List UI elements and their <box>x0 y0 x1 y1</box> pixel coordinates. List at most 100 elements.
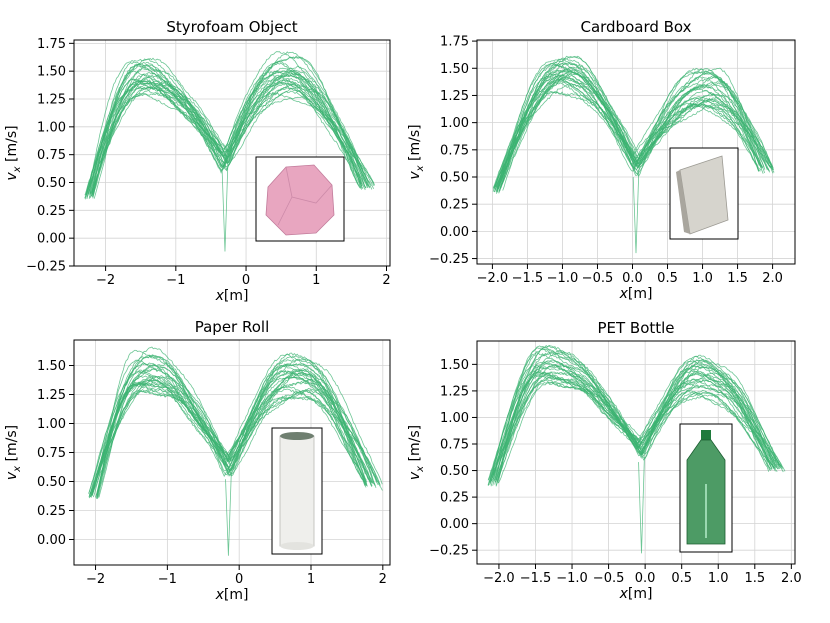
y-tick-label: 0.75 <box>440 438 469 453</box>
trace-line <box>488 364 783 480</box>
bottle-cap <box>701 430 711 440</box>
x-axis-label-var: x <box>215 288 225 304</box>
inset-bottle <box>679 423 733 553</box>
panel-cardboard-box: −2.0 −1.5 −1.0 −0.5 0.0 0.5 1.0 1.5 2.0 −0.25 0.00… <box>407 18 796 302</box>
trace-line <box>498 67 764 194</box>
x-axis-label: x[m] <box>215 587 249 603</box>
trace-outlier <box>221 165 229 252</box>
trace-line <box>91 69 368 196</box>
x-axis-label: x[m] <box>619 286 653 302</box>
x-tick-label: 1.5 <box>727 271 748 286</box>
trace-line <box>495 380 781 486</box>
y-tick-label: 0.75 <box>37 148 66 163</box>
x-tick-label: 1.0 <box>708 571 729 586</box>
trace-line <box>497 345 775 481</box>
plot-frame <box>73 39 391 267</box>
panel-title: Cardboard Box <box>580 18 691 36</box>
y-tick-label: 0.50 <box>440 464 469 479</box>
y-axis-label-var: v <box>4 471 20 480</box>
y-tick-label: 0.25 <box>440 198 469 213</box>
panel-title: Styrofoam Object <box>166 18 297 36</box>
panel-pet-bottle: −2.0 −1.5 −1.0 −0.5 0.0 0.5 1.0 1.5 2.0 −0.25 0.00… <box>407 319 802 602</box>
x-tick-label: 2.0 <box>781 571 802 586</box>
x-tick-label: −2 <box>96 273 115 288</box>
trace-outlier <box>638 456 645 554</box>
x-axis-label-unit: [m] <box>628 286 653 302</box>
y-axis-label-unit: [m/s] <box>4 125 20 166</box>
y-axis-label-unit: [m/s] <box>407 124 423 165</box>
x-tick-label: 2 <box>379 572 387 587</box>
x-axis-label-unit: [m] <box>628 586 653 602</box>
trace-outlier <box>225 473 232 556</box>
trace-line <box>493 58 765 190</box>
x-tick-label: 2 <box>382 273 390 288</box>
traces <box>487 344 786 554</box>
x-tick-label: −2.0 <box>477 271 509 286</box>
y-tick-label: 0.00 <box>440 517 469 532</box>
y-tick-label: 1.25 <box>440 89 469 104</box>
y-tick-label: −0.25 <box>26 260 66 275</box>
trace-line <box>495 359 776 482</box>
y-tick-label: 1.50 <box>37 65 66 80</box>
roll-top <box>280 432 314 440</box>
trace-line <box>497 69 770 188</box>
panel-styrofoam-object: −2 −1 0 1 2 −0.25 0.00 0.25 0.50 0.75 1.00 1.25 1.50… <box>4 18 391 304</box>
trace-line <box>91 73 371 198</box>
trace-line <box>97 349 367 498</box>
y-tick-label: 1.00 <box>440 411 469 426</box>
x-tick-label: −2 <box>86 572 105 587</box>
trace-line <box>91 355 383 496</box>
trace-line <box>498 382 779 484</box>
box-front <box>679 155 729 235</box>
x-tick-label: −1 <box>166 273 185 288</box>
x-axis-label-var: x <box>619 286 629 302</box>
y-tick-label: 0.25 <box>37 204 66 219</box>
y-tick-label: 0.50 <box>37 176 66 191</box>
y-axis-label-sub: x <box>415 165 426 172</box>
y-axis-label-unit: [m/s] <box>407 425 423 466</box>
x-tick-label: 0.5 <box>671 571 692 586</box>
trace-line <box>91 364 383 496</box>
panel-title: Paper Roll <box>195 318 270 336</box>
x-tick-label: −1 <box>158 572 177 587</box>
x-axis-label-var: x <box>619 586 629 602</box>
x-axis-label: x[m] <box>215 288 249 304</box>
y-tick-label: 0.50 <box>37 475 66 490</box>
y-tick-label: 1.50 <box>440 62 469 77</box>
traces <box>492 55 775 254</box>
x-tick-label: −0.5 <box>582 271 614 286</box>
y-tick-label: 0.00 <box>37 533 66 548</box>
trace-line <box>497 74 762 189</box>
y-axis-label: vx [m/s] <box>407 124 426 179</box>
roll-bottom <box>280 542 314 550</box>
trace-line <box>98 382 367 498</box>
trace-line <box>494 62 759 188</box>
trace-line <box>86 70 369 199</box>
y-tick-label: 0.00 <box>440 225 469 240</box>
y-tick-label: 1.75 <box>440 35 469 50</box>
x-axis-label-unit: [m] <box>224 288 249 304</box>
x-tick-label: −1.5 <box>512 271 544 286</box>
x-axis-label: x[m] <box>619 586 653 602</box>
y-tick-label: 0.00 <box>37 232 66 247</box>
styrofoam-shape <box>265 164 335 236</box>
x-axis-label-unit: [m] <box>224 587 249 603</box>
y-axis-label-sub: x <box>12 166 23 173</box>
y-tick-label: 0.25 <box>440 491 469 506</box>
inset-blob <box>255 156 345 242</box>
x-tick-label: 1 <box>307 572 315 587</box>
x-tick-label: −1.0 <box>547 271 579 286</box>
y-tick-label: 0.75 <box>37 446 66 461</box>
trace-line <box>493 77 772 193</box>
trace-line <box>97 358 367 499</box>
traces <box>84 51 376 252</box>
trace-line <box>492 345 782 482</box>
y-tick-label: 0.50 <box>440 171 469 186</box>
y-tick-label: 1.50 <box>440 358 469 373</box>
x-tick-label: 1.5 <box>744 571 765 586</box>
y-axis-label: vx [m/s] <box>4 425 23 480</box>
trace-line <box>90 368 376 497</box>
y-tick-label: 1.25 <box>440 384 469 399</box>
x-tick-label: 0.0 <box>635 571 656 586</box>
